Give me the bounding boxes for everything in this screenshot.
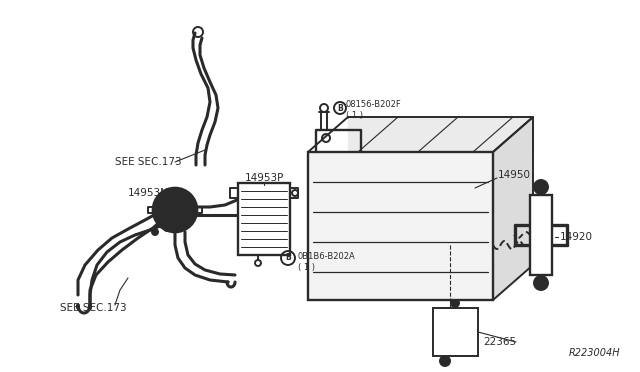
Text: SEE SEC.173: SEE SEC.173 xyxy=(60,303,127,313)
Circle shape xyxy=(164,225,170,231)
Text: 14950: 14950 xyxy=(498,170,531,180)
Text: 22365: 22365 xyxy=(483,337,516,347)
Bar xyxy=(433,308,478,356)
Text: 14953P: 14953P xyxy=(244,173,284,183)
Circle shape xyxy=(440,356,450,366)
Text: R223004H: R223004H xyxy=(568,348,620,358)
Polygon shape xyxy=(348,117,533,152)
Text: 0B1B6-B202A
( 1 ): 0B1B6-B202A ( 1 ) xyxy=(298,252,356,272)
Circle shape xyxy=(152,229,158,235)
Text: B: B xyxy=(337,103,343,112)
Bar xyxy=(238,183,290,255)
Circle shape xyxy=(451,299,459,307)
Text: 14953N: 14953N xyxy=(127,188,168,198)
Text: 08156-B202F
( 1 ): 08156-B202F ( 1 ) xyxy=(346,100,402,120)
Circle shape xyxy=(544,202,550,208)
Bar xyxy=(308,152,493,300)
Circle shape xyxy=(534,276,548,290)
Circle shape xyxy=(447,242,453,248)
Text: SEE SEC.173: SEE SEC.173 xyxy=(115,157,182,167)
Text: 14920: 14920 xyxy=(560,232,593,242)
Polygon shape xyxy=(493,117,533,300)
Circle shape xyxy=(153,188,197,232)
Circle shape xyxy=(532,202,538,208)
Circle shape xyxy=(534,180,548,194)
Bar xyxy=(530,195,552,275)
Text: B: B xyxy=(285,253,291,263)
Circle shape xyxy=(459,236,477,254)
